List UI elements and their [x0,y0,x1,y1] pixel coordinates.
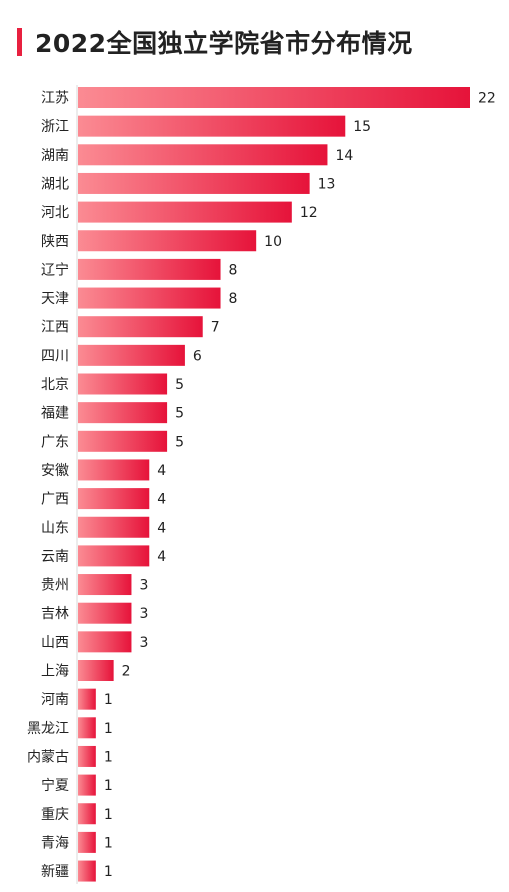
value-label: 3 [139,635,148,651]
category-label: 内蒙古 [27,749,69,765]
category-label: 重庆 [41,807,69,823]
category-label: 新疆 [41,864,69,880]
category-label: 江西 [41,320,69,336]
category-label: 山西 [41,635,69,651]
value-label: 5 [175,406,184,422]
bar [78,230,257,252]
category-label: 河北 [41,205,69,221]
category-label: 北京 [41,377,69,393]
title-accent-bar [17,28,22,56]
value-label: 4 [157,463,166,479]
value-label: 1 [104,864,113,880]
category-label: 天津 [41,291,69,307]
category-label: 江苏 [41,91,69,107]
value-label: 1 [104,835,113,851]
bar [78,87,470,108]
bar [78,803,96,825]
bar [78,631,132,653]
bar [78,660,114,681]
value-label: 12 [300,205,318,221]
bar [78,717,96,739]
bar [78,774,96,796]
category-label: 福建 [41,406,69,422]
bar [78,831,96,853]
bar [78,430,168,452]
value-label: 1 [104,721,113,737]
bar [78,745,96,767]
value-label: 1 [104,807,113,823]
category-label: 辽宁 [41,261,69,278]
value-label: 3 [139,578,148,594]
bar [78,688,96,710]
bar [78,344,185,366]
value-label: 8 [229,291,238,307]
value-label: 15 [353,119,371,135]
bar [78,545,150,567]
bar [78,172,310,194]
value-label: 1 [104,778,113,794]
chart-title: 2022全国独立学院省市分布情况 [35,29,413,58]
category-label: 云南 [41,549,69,565]
bar [78,258,221,280]
value-label: 4 [157,492,166,508]
bar [78,287,221,309]
bar [78,574,132,596]
bar [78,201,292,223]
value-label: 2 [122,664,131,680]
value-label: 5 [175,434,184,450]
category-label: 吉林 [41,606,69,622]
value-label: 6 [193,348,202,364]
category-label: 浙江 [41,119,69,135]
value-label: 1 [104,749,113,765]
category-label: 上海 [41,664,69,680]
value-label: 5 [175,377,184,393]
value-label: 8 [229,262,238,278]
value-label: 4 [157,549,166,565]
category-label: 陕西 [41,234,69,250]
category-label: 黑龙江 [27,721,69,737]
value-label: 4 [157,520,166,536]
value-label: 7 [211,320,220,336]
value-label: 10 [264,234,282,250]
bar [78,516,150,538]
category-label: 河南 [41,692,69,708]
bar [78,373,168,395]
bar [78,402,168,424]
category-label: 安徽 [41,463,69,479]
category-label: 宁夏 [41,777,69,794]
value-label: 1 [104,692,113,708]
bar [78,459,150,481]
category-label: 湖南 [41,148,69,164]
bar [78,488,150,510]
value-label: 14 [335,148,353,164]
value-label: 22 [478,91,496,107]
value-label: 13 [318,176,336,192]
bar [78,316,203,338]
value-label: 3 [139,606,148,622]
category-label: 山东 [41,520,69,536]
category-label: 青海 [41,835,69,851]
bar [78,602,132,624]
bar [78,144,328,166]
category-label: 四川 [41,348,69,364]
bar [78,115,346,137]
category-label: 广西 [41,492,69,508]
category-label: 广东 [41,434,69,450]
category-label: 贵州 [41,578,69,594]
category-label: 湖北 [41,176,69,192]
bar [78,860,96,882]
